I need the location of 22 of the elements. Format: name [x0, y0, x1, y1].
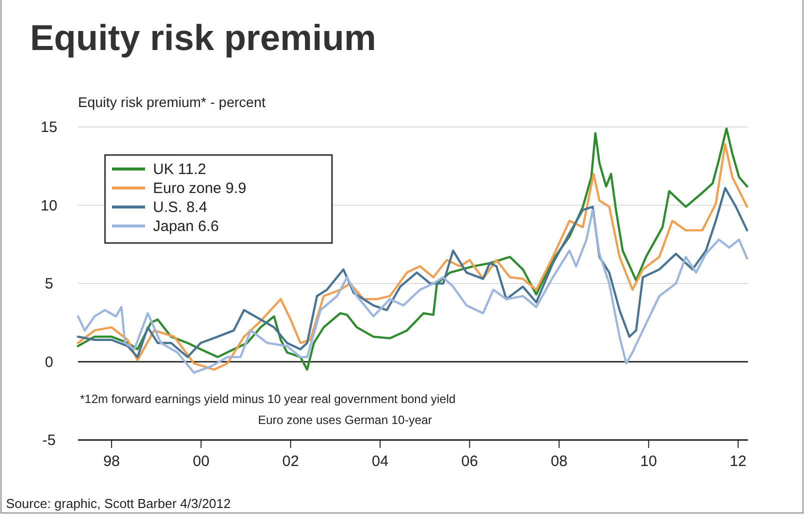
y-tick-label: 0	[44, 354, 54, 371]
chart-title: Equity risk premium	[30, 17, 376, 58]
x-tick-label: 08	[550, 453, 568, 470]
y-axis-title: Equity risk premium* - percent	[78, 94, 266, 110]
x-tick-label: 02	[282, 453, 299, 470]
legend-label: U.S. 8.4	[153, 199, 208, 216]
annotation: *12m forward earnings yield minus 10 year real government bond yield	[80, 392, 456, 406]
x-tick-label: 06	[461, 453, 478, 470]
legend-label: UK 11.2	[153, 161, 206, 178]
y-tick-label: 5	[44, 276, 54, 292]
y-tick-label: -5	[42, 432, 56, 449]
x-tick-label: 04	[372, 453, 388, 470]
x-tick-label: 10	[640, 453, 657, 470]
y-tick-label: 15	[40, 119, 58, 136]
y-tick-label: 10	[40, 197, 58, 214]
x-tick-label: 98	[103, 453, 120, 470]
annotation: Euro zone uses German 10-year	[258, 413, 432, 427]
legend-label: Euro zone 9.9	[153, 180, 246, 197]
source-note: Source: graphic, Scott Barber 4/3/2012	[6, 496, 231, 511]
legend-label: Japan 6.6	[153, 218, 219, 235]
x-tick-label: 12	[730, 453, 746, 470]
x-tick-label: 00	[192, 453, 210, 470]
